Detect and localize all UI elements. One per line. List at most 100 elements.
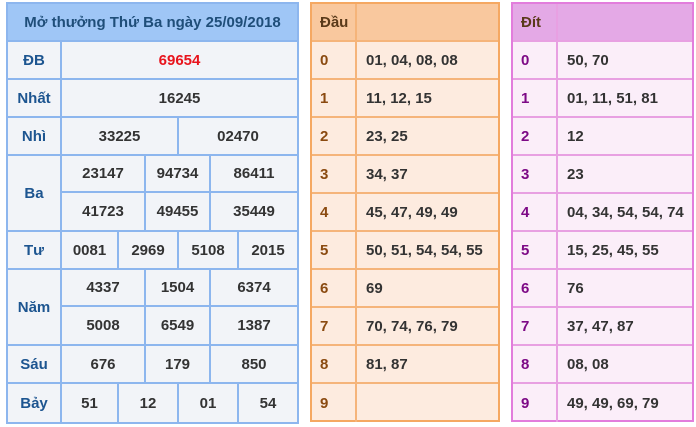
prize-label: Bảy: [8, 384, 62, 422]
dau-values: 23, 25: [366, 127, 408, 145]
prize-number: 23147: [62, 156, 146, 191]
dau-values: 45, 47, 49, 49: [366, 203, 458, 221]
dau-row: 5 50, 51, 54, 54, 55: [312, 232, 498, 270]
dit-values: 15, 25, 45, 55: [567, 241, 659, 259]
prize-number: 49455: [146, 193, 211, 230]
prize-number: 6374: [237, 279, 271, 296]
prize-number: 676: [62, 346, 146, 382]
dau-row: 8 81, 87: [312, 346, 498, 384]
prize-number: 35449: [233, 203, 275, 220]
prize-label: Sáu: [8, 346, 62, 382]
prize-number: 850: [241, 355, 267, 373]
results-table: Mở thưởng Thứ Ba ngày 25/09/2018 ĐB 69654…: [6, 2, 299, 424]
dau-row: 4 45, 47, 49, 49: [312, 194, 498, 232]
prize-row: ĐB 69654: [8, 42, 297, 80]
dau-values: 69: [366, 279, 383, 297]
prize-label: Ba: [8, 156, 62, 230]
dau-row: 2 23, 25: [312, 118, 498, 156]
dau-values: 01, 04, 08, 08: [366, 51, 458, 69]
dau-row: 1 11, 12, 15: [312, 80, 498, 118]
dit-header-row: Đít: [513, 4, 692, 42]
dit-values: 01, 11, 51, 81: [567, 89, 658, 107]
dit-row: 3 23: [513, 156, 692, 194]
dit-values: 12: [567, 127, 584, 145]
dau-header: Đầu: [312, 4, 357, 40]
dau-values: [357, 384, 498, 422]
dit-row: 0 50, 70: [513, 42, 692, 80]
special-prize-number: 69654: [158, 51, 201, 69]
dau-row: 7 70, 74, 76, 79: [312, 308, 498, 346]
prize-number: 54: [259, 394, 277, 412]
prize-number: 12: [119, 384, 179, 422]
prize-number: 16245: [158, 89, 201, 107]
dit-row: 8 08, 08: [513, 346, 692, 384]
prize-row: Năm 4337 1504 6374 5008 6549 1387: [8, 270, 297, 346]
dit-values: 49, 49, 69, 79: [567, 394, 659, 412]
dau-digit: 4: [312, 194, 357, 230]
prize-number: 51: [62, 384, 119, 422]
dit-row: 6 76: [513, 270, 692, 308]
dit-values: 08, 08: [567, 355, 609, 373]
dit-digit: 9: [513, 384, 558, 422]
prize-number: 41723: [62, 193, 146, 230]
dau-digit: 2: [312, 118, 357, 154]
dau-row: 3 34, 37: [312, 156, 498, 194]
dau-values: 50, 51, 54, 54, 55: [366, 241, 483, 259]
dau-row: 6 69: [312, 270, 498, 308]
dit-values: 76: [567, 279, 584, 297]
prize-number: 0081: [62, 232, 119, 268]
prize-label: Nhất: [8, 80, 62, 116]
prize-number: 2969: [119, 232, 179, 268]
dau-digit: 7: [312, 308, 357, 344]
dau-table: Đầu 0 01, 04, 08, 08 1 11, 12, 15 2 23, 25 3 34…: [310, 2, 500, 422]
prize-row: Bảy 51 12 01 54: [8, 384, 297, 422]
dau-digit: 9: [312, 384, 357, 422]
prize-number: 5108: [179, 232, 239, 268]
dau-row: 9: [312, 384, 498, 422]
prize-number: 2015: [251, 241, 285, 259]
dit-row: 5 15, 25, 45, 55: [513, 232, 692, 270]
prize-number: 94734: [146, 156, 211, 191]
dau-digit: 8: [312, 346, 357, 382]
prize-number: 02470: [217, 127, 259, 145]
dit-values: 50, 70: [567, 51, 609, 69]
dau-digit: 1: [312, 80, 357, 116]
prize-row: Nhất 16245: [8, 80, 297, 118]
dit-digit: 8: [513, 346, 558, 382]
dit-row: 1 01, 11, 51, 81: [513, 80, 692, 118]
prize-row: Ba 23147 94734 86411 41723 49455 35449: [8, 156, 297, 232]
dit-digit: 6: [513, 270, 558, 306]
dit-header: Đít: [513, 4, 558, 40]
prize-row: Tư 0081 2969 5108 2015: [8, 232, 297, 270]
dit-digit: 7: [513, 308, 558, 344]
dau-values: 11, 12, 15: [366, 89, 432, 107]
dit-row: 7 37, 47, 87: [513, 308, 692, 346]
dau-values: 81, 87: [366, 355, 408, 373]
prize-label: Nhì: [8, 118, 62, 154]
prize-number: 179: [146, 346, 211, 382]
prize-number: 5008: [62, 307, 146, 344]
prize-number: 01: [179, 384, 239, 422]
dit-digit: 5: [513, 232, 558, 268]
dau-values: 34, 37: [366, 165, 408, 183]
dau-digit: 5: [312, 232, 357, 268]
dau-row: 0 01, 04, 08, 08: [312, 42, 498, 80]
dit-table: Đít 0 50, 70 1 01, 11, 51, 81 2 12 3 23 4 04, 34,…: [511, 2, 694, 422]
prize-number: 86411: [233, 165, 275, 182]
dit-digit: 2: [513, 118, 558, 154]
prize-number: 4337: [62, 270, 146, 305]
prize-label: Năm: [8, 270, 62, 344]
dau-header-row: Đầu: [312, 4, 498, 42]
dit-row: 9 49, 49, 69, 79: [513, 384, 692, 422]
dau-digit: 3: [312, 156, 357, 192]
dit-digit: 3: [513, 156, 558, 192]
prize-number: 1387: [237, 317, 271, 334]
dit-row: 4 04, 34, 54, 54, 74: [513, 194, 692, 232]
dit-digit: 0: [513, 42, 558, 78]
prize-number: 1504: [146, 270, 211, 305]
prize-number: 6549: [146, 307, 211, 344]
prize-row: Nhì 33225 02470: [8, 118, 297, 156]
prize-label: Tư: [8, 232, 62, 268]
dit-values: 37, 47, 87: [567, 317, 634, 335]
dau-digit: 0: [312, 42, 357, 78]
